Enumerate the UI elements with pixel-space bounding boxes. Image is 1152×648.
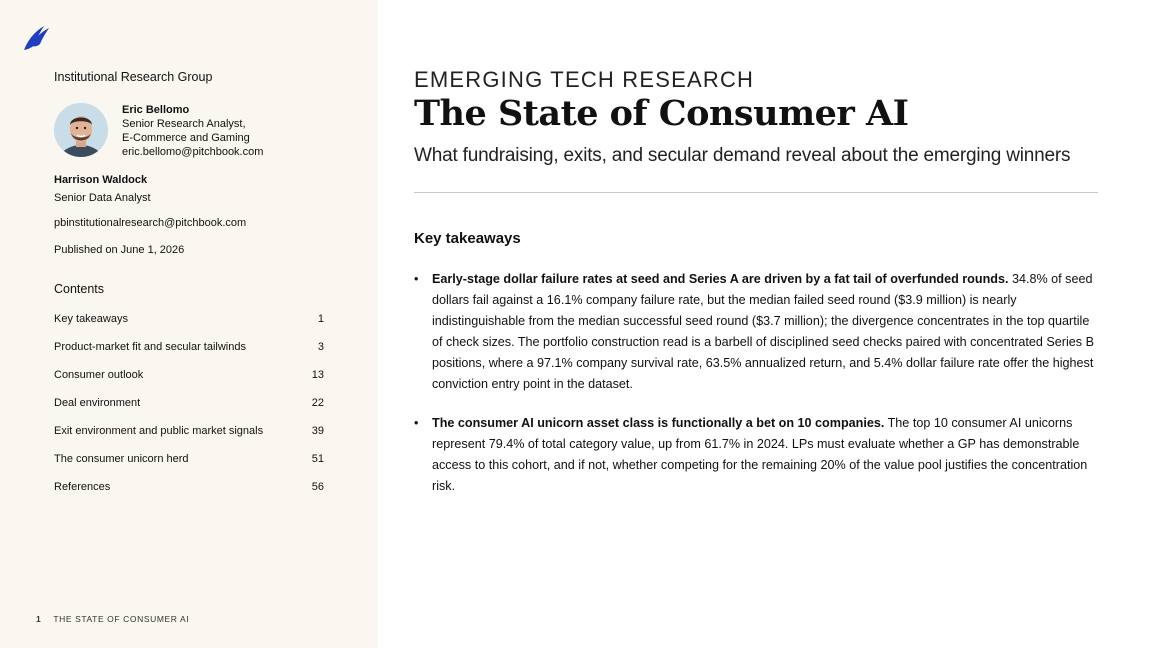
page-title: The State of Consumer AI	[414, 93, 909, 134]
sidebar: Institutional Research Group Eric Bellom…	[0, 0, 378, 648]
toc-label: Consumer outlook	[54, 369, 144, 381]
toc-page: 51	[311, 453, 324, 465]
toc-label: Key takeaways	[54, 313, 128, 325]
toc-page: 13	[311, 369, 324, 381]
toc-label: The consumer unicorn herd	[54, 453, 189, 465]
takeaways-list: • Early-stage dollar failure rates at see…	[414, 269, 1098, 515]
author-role-line2: E-Commerce and Gaming	[122, 132, 250, 144]
org-title: Institutional Research Group	[54, 70, 213, 84]
toc-item[interactable]: Product-market fit and secular tailwinds…	[54, 340, 324, 368]
divider	[414, 192, 1098, 193]
takeaway-lead: The consumer AI unicorn asset class is f…	[432, 416, 885, 430]
page-subtitle: What fundraising, exits, and secular dem…	[414, 145, 1071, 166]
published-date: Published on June 1, 2026	[54, 244, 185, 256]
toc-page: 39	[311, 425, 324, 437]
toc-label: References	[54, 481, 111, 493]
section-heading: Key takeaways	[414, 230, 521, 247]
report-kicker: EMERGING TECH RESEARCH	[414, 67, 755, 92]
toc-label: Exit environment and public market signa…	[54, 425, 264, 437]
author-role-line1: Senior Research Analyst,	[122, 118, 246, 130]
toc-item[interactable]: Deal environment 22	[54, 396, 324, 424]
logo-icon	[24, 26, 49, 50]
bullet-icon: •	[414, 272, 419, 286]
contact-email[interactable]: pbinstitutionalresearch@pitchbook.com	[54, 217, 247, 229]
footer-page-number: 1	[36, 614, 42, 624]
page-footer: 1 THE STATE OF CONSUMER AI	[36, 614, 189, 624]
toc-item[interactable]: Exit environment and public market signa…	[54, 424, 324, 452]
author-name: Eric Bellomo	[122, 104, 190, 116]
author-info: Eric Bellomo Senior Research Analyst, E-…	[122, 103, 263, 159]
second-author-name: Harrison Waldock	[54, 174, 148, 186]
table-of-contents: Key takeaways 1 Product-market fit and se…	[54, 312, 324, 508]
toc-page: 22	[311, 397, 324, 409]
takeaway-lead: Early-stage dollar failure rates at seed…	[432, 272, 1009, 286]
takeaway-item: • The consumer AI unicorn asset class is …	[414, 413, 1098, 497]
toc-item[interactable]: Consumer outlook 13	[54, 368, 324, 396]
toc-item[interactable]: References 56	[54, 480, 324, 508]
takeaway-body: 34.8% of seed dollars fail against a 16.…	[432, 272, 1094, 391]
toc-item[interactable]: Key takeaways 1	[54, 312, 324, 340]
takeaway-body: The top 10 consumer AI unicorns represen…	[432, 416, 1088, 493]
toc-page: 1	[317, 313, 324, 325]
footer-running-title: THE STATE OF CONSUMER AI	[53, 614, 190, 624]
avatar	[54, 103, 108, 157]
author-email[interactable]: eric.bellomo@pitchbook.com	[122, 146, 264, 158]
second-author-role: Senior Data Analyst	[54, 192, 151, 204]
toc-label: Deal environment	[54, 397, 141, 409]
bullet-icon: •	[414, 416, 419, 430]
toc-page: 3	[317, 341, 324, 353]
takeaway-item: • Early-stage dollar failure rates at see…	[414, 269, 1098, 395]
toc-label: Product-market fit and secular tailwinds	[54, 341, 246, 353]
toc-page: 56	[311, 481, 324, 493]
contents-heading: Contents	[54, 282, 105, 296]
toc-item[interactable]: The consumer unicorn herd 51	[54, 452, 324, 480]
author-card: Eric Bellomo Senior Research Analyst, E-…	[54, 103, 354, 161]
second-author: Harrison Waldock Senior Data Analyst	[54, 171, 151, 207]
